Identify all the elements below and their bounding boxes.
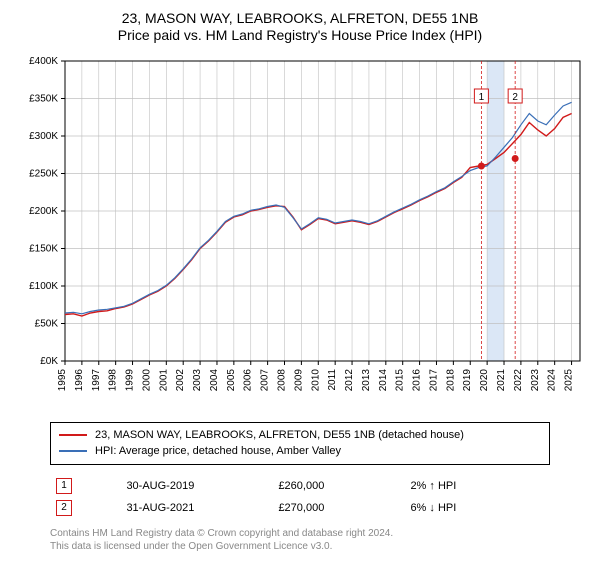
svg-text:1995: 1995	[57, 368, 68, 391]
price-chart: £0K £50K £100K £150K £200K £250K £300K £350K £40…	[10, 56, 590, 416]
svg-text:£0K: £0K	[40, 356, 58, 367]
svg-text:2024: 2024	[547, 368, 558, 391]
svg-text:2018: 2018	[445, 368, 456, 391]
svg-text:2003: 2003	[192, 368, 203, 391]
svg-text:2022: 2022	[513, 368, 524, 391]
legend-label: 23, MASON WAY, LEABROOKS, ALFRETON, DE55…	[95, 427, 464, 444]
legend-swatch	[59, 450, 87, 452]
svg-text:2004: 2004	[209, 368, 220, 391]
events-table: 1 30-AUG-2019£260,0002% ↑ HPI 2 31-AUG-2021…	[50, 475, 550, 519]
legend-swatch	[59, 434, 87, 436]
svg-text:2002: 2002	[175, 368, 186, 391]
title-line-1: 23, MASON WAY, LEABROOKS, ALFRETON, DE55…	[10, 10, 590, 27]
svg-text:2007: 2007	[260, 368, 271, 391]
svg-text:2009: 2009	[293, 368, 304, 391]
svg-text:2001: 2001	[158, 368, 169, 391]
svg-text:£400K: £400K	[29, 56, 58, 67]
svg-text:2006: 2006	[243, 368, 254, 391]
svg-text:2013: 2013	[361, 368, 372, 391]
event-price: £270,000	[272, 497, 404, 519]
svg-text:2014: 2014	[378, 368, 389, 391]
svg-text:£50K: £50K	[35, 318, 59, 329]
svg-text:2025: 2025	[564, 368, 575, 391]
svg-text:2016: 2016	[412, 368, 423, 391]
svg-text:2000: 2000	[141, 368, 152, 391]
svg-text:1998: 1998	[108, 368, 119, 391]
svg-text:2021: 2021	[496, 368, 507, 391]
legend-box: 23, MASON WAY, LEABROOKS, ALFRETON, DE55…	[50, 422, 550, 465]
event-badge-cell: 1	[50, 475, 120, 497]
event-row: 2 31-AUG-2021£270,0006% ↓ HPI	[50, 497, 550, 519]
svg-text:2017: 2017	[428, 368, 439, 391]
svg-text:2015: 2015	[395, 368, 406, 391]
event-badge-cell: 2	[50, 497, 120, 519]
event-date: 31-AUG-2021	[120, 497, 272, 519]
svg-text:2005: 2005	[226, 368, 237, 391]
event-badge: 2	[56, 500, 72, 516]
chart-container: £0K £50K £100K £150K £200K £250K £300K £350K £40…	[10, 56, 590, 416]
event-badge: 1	[56, 478, 72, 494]
footer-copyright: Contains HM Land Registry data © Crown c…	[50, 527, 550, 553]
svg-text:1: 1	[479, 92, 485, 103]
event-row: 1 30-AUG-2019£260,0002% ↑ HPI	[50, 475, 550, 497]
title-line-2: Price paid vs. HM Land Registry's House …	[10, 27, 590, 44]
svg-text:1997: 1997	[91, 368, 102, 391]
svg-text:£350K: £350K	[29, 93, 58, 104]
svg-text:2008: 2008	[277, 368, 288, 391]
footer-line-2: This data is licensed under the Open Gov…	[50, 540, 550, 553]
svg-text:1999: 1999	[125, 368, 136, 391]
footer-line-1: Contains HM Land Registry data © Crown c…	[50, 527, 550, 540]
svg-text:2023: 2023	[530, 368, 541, 391]
svg-text:2012: 2012	[344, 368, 355, 391]
legend-label: HPI: Average price, detached house, Ambe…	[95, 443, 341, 460]
event-date: 30-AUG-2019	[120, 475, 272, 497]
chart-title: 23, MASON WAY, LEABROOKS, ALFRETON, DE55…	[10, 10, 590, 44]
svg-text:£150K: £150K	[29, 243, 58, 254]
svg-text:2019: 2019	[462, 368, 473, 391]
legend-item: HPI: Average price, detached house, Ambe…	[59, 443, 541, 460]
event-delta: 2% ↑ HPI	[404, 475, 550, 497]
legend-item: 23, MASON WAY, LEABROOKS, ALFRETON, DE55…	[59, 427, 541, 444]
event-price: £260,000	[272, 475, 404, 497]
svg-text:£250K: £250K	[29, 168, 58, 179]
svg-text:£300K: £300K	[29, 131, 58, 142]
svg-text:1996: 1996	[74, 368, 85, 391]
svg-text:2010: 2010	[310, 368, 321, 391]
svg-text:2: 2	[512, 92, 518, 103]
svg-text:£200K: £200K	[29, 206, 58, 217]
event-delta: 6% ↓ HPI	[404, 497, 550, 519]
svg-text:£100K: £100K	[29, 281, 58, 292]
svg-text:2011: 2011	[327, 368, 338, 390]
svg-text:2020: 2020	[479, 368, 490, 391]
